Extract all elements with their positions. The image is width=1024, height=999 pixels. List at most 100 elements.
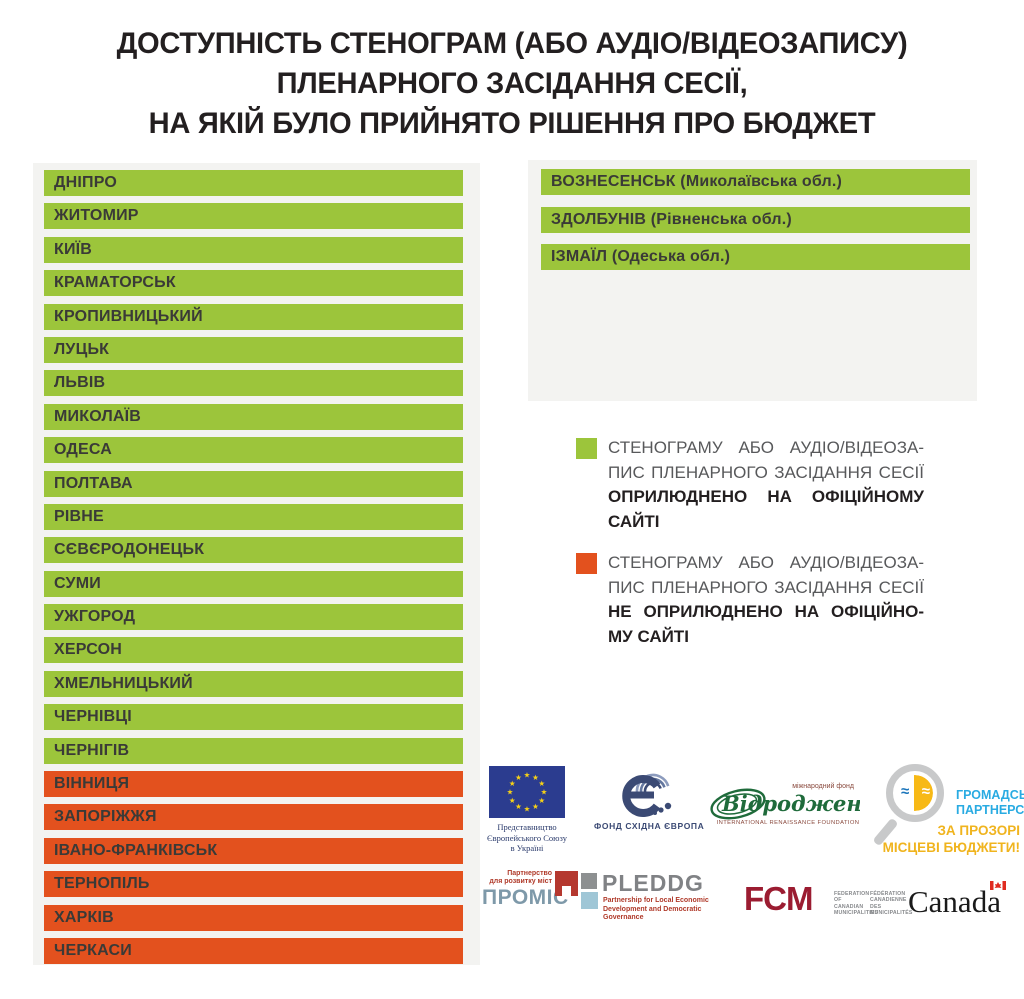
eu-flag-icon: ★ ★★ ★★★ ★★★ ★★★	[489, 766, 565, 818]
city-bar: ОДЕСА	[44, 437, 463, 464]
legend-swatch-not-published-icon	[576, 553, 597, 574]
promis-tagline: Партнерство для розвитку міст	[482, 870, 552, 886]
promis-name: ПРОМІС	[482, 886, 569, 909]
fcm-caption-fr: FÉDÉRATION CANADIENNE DES MUNICIPALITÉS	[870, 891, 913, 917]
budget-partnership-name-line: ПАРТНЕРСТВО	[956, 803, 1024, 817]
city-bar: ДНІПРО	[44, 170, 463, 196]
magnifier-icon: ≈ ≈	[886, 764, 944, 822]
svg-text:★: ★	[538, 779, 545, 788]
pleddg-name: PLEDDG	[602, 870, 704, 896]
oblast-centers-panel: ДНІПРО ЖИТОМИР КИЇВ КРАМАТОРСЬК КРОПИВНИ…	[33, 163, 480, 965]
city-bar: ІЗМАЇЛ (Одеська обл.)	[541, 244, 970, 270]
irf-name: Відродження	[721, 791, 860, 816]
pleddg-tagline: Partnership for Local Economic Developme…	[603, 897, 722, 923]
page-title-line: ПЛЕНАРНОГО ЗАСІДАННЯ СЕСІЇ,	[276, 67, 748, 100]
legend-swatch-published-icon	[576, 438, 597, 459]
legend-line: МУ САЙТІ	[608, 626, 689, 646]
promis-pleddg-logo: Партнерство для розвитку міст ПРОМІС PLE…	[482, 870, 722, 932]
east-europe-foundation-logo: ФОНД СХІДНА ЄВРОПА	[594, 760, 704, 831]
magnifier-lens-icon: ≈ ≈	[897, 775, 933, 811]
legend-line: ПИС ПЛЕНАРНОГО ЗАСІДАННЯ СЕСІЇ	[608, 462, 924, 482]
city-bar: ЛЬВІВ	[44, 370, 463, 397]
lens-white-symbol: ≈	[921, 783, 930, 800]
page-title-line: НА ЯКІЙ БУЛО ПРИЙНЯТО РІШЕННЯ ПРО БЮДЖЕТ	[148, 107, 876, 140]
additional-cities-panel: ВОЗНЕСЕНСЬК (Миколаївська обл.) ЗДОЛБУНІ…	[528, 160, 977, 401]
legend-text-published: СТЕНОГРАМУ АБО АУДІО/ВІДЕОЗА- ПИС ПЛЕНАР…	[608, 436, 924, 534]
legend-line: НЕ ОПРИЛЮДНЕНО НА ОФІЦІЙНО-	[608, 602, 924, 621]
svg-text:★: ★	[509, 796, 516, 805]
legend-text-not-published: СТЕНОГРАМУ АБО АУДІО/ВІДЕОЗА- ПИС ПЛЕНАР…	[608, 551, 924, 649]
city-bar: ХЕРСОН	[44, 637, 463, 664]
city-bar: ЧЕРНІВЦІ	[44, 704, 463, 731]
city-bar: ХАРКІВ	[44, 904, 463, 931]
fcm-logo: FCM FEDERATION OF CANADIAN MUNICIPALITIE…	[744, 880, 913, 924]
city-bar: КИЇВ	[44, 236, 463, 263]
fcm-caption-en-line: FEDERATION	[834, 891, 870, 897]
city-bar: СУМИ	[44, 570, 463, 597]
promis-blue-square-icon	[581, 892, 598, 909]
svg-text:★: ★	[509, 779, 516, 788]
city-bar: ЧЕРКАСИ	[44, 937, 463, 964]
city-bar: УЖГОРОД	[44, 604, 463, 631]
irf-bottom-caption: INTERNATIONAL RENAISSANCE FOUNDATION	[717, 820, 860, 826]
eu-caption-line: в Україні	[510, 843, 544, 853]
city-bar: ЗАПОРІЖЖЯ	[44, 804, 463, 831]
lens-blue-symbol: ≈	[901, 783, 910, 800]
city-bar: МИКОЛАЇВ	[44, 403, 463, 430]
svg-text:★: ★	[538, 796, 545, 805]
legend-line: ОПРИЛЮДНЕНО НА ОФІЦІЙНОМУ	[608, 487, 924, 506]
canada-wordmark-logo: Canada	[908, 881, 1018, 920]
svg-text:★: ★	[524, 771, 531, 780]
canada-wordmark: Canada	[908, 881, 1006, 920]
promis-building-notch-icon	[562, 886, 571, 896]
lens-yellow-half-icon	[914, 775, 933, 811]
budget-partnership-logo: ≈ ≈ ГРОМАДСЬКЕ ПАРТНЕРСТВО ЗА ПРОЗОРІ МІ…	[872, 760, 1024, 860]
legend-line: САЙТІ	[608, 511, 660, 531]
budget-partnership-name: ГРОМАДСЬКЕ ПАРТНЕРСТВО	[956, 788, 1024, 818]
east-europe-foundation-icon	[622, 773, 672, 817]
city-bar: КРАМАТОРСЬК	[44, 270, 463, 297]
fcm-caption-en-line: OF CANADIAN	[834, 897, 864, 910]
eu-caption: Представництво Європейського Союзу в Укр…	[478, 822, 576, 854]
fcm-caption-fr-line: FÉDÉRATION	[870, 891, 906, 897]
fcm-caption-fr-line: CANADIENNE DES	[870, 897, 907, 910]
budget-partnership-slogan-line: ЗА ПРОЗОРІ	[937, 823, 1020, 838]
legend: СТЕНОГРАМУ АБО АУДІО/ВІДЕОЗА- ПИС ПЛЕНАР…	[576, 436, 926, 666]
svg-text:★: ★	[532, 773, 539, 782]
city-bar: ХМЕЛЬНИЦЬКИЙ	[44, 670, 463, 697]
irf-swirl-inner-icon	[716, 793, 758, 815]
legend-entry-not-published: СТЕНОГРАМУ АБО АУДІО/ВІДЕОЗА- ПИС ПЛЕНАР…	[576, 551, 926, 649]
pleddg-tagline-line: Partnership for Local Economic	[603, 897, 709, 904]
legend-line: СТЕНОГРАМУ АБО АУДІО/ВІДЕОЗА-	[608, 438, 924, 457]
budget-partnership-name-line: ГРОМАДСЬКЕ	[956, 788, 1024, 802]
page-title: ДОСТУПНІСТЬ СТЕНОГРАМ (АБО АУДІО/ВІДЕОЗА…	[15, 24, 1008, 144]
legend-line: ПИС ПЛЕНАРНОГО ЗАСІДАННЯ СЕСІЇ	[608, 577, 924, 597]
legend-entry-published: СТЕНОГРАМУ АБО АУДІО/ВІДЕОЗА- ПИС ПЛЕНАР…	[576, 436, 926, 534]
city-bar: ЛУЦЬК	[44, 336, 463, 363]
fcm-caption-en: FEDERATION OF CANADIAN MUNICIPALITIES	[834, 891, 878, 917]
svg-text:★: ★	[532, 802, 539, 811]
promis-gray-square-icon	[581, 873, 597, 889]
fcm-name: FCM	[744, 880, 813, 917]
city-bar: СЄВЄРОДОНЕЦЬК	[44, 537, 463, 564]
svg-text:★: ★	[541, 788, 548, 797]
city-bar: ЖИТОМИР	[44, 203, 463, 230]
page-title-line: ДОСТУПНІСТЬ СТЕНОГРАМ (АБО АУДІО/ВІДЕОЗА…	[116, 27, 908, 60]
irf-swirl-icon	[710, 788, 766, 820]
svg-text:★: ★	[515, 773, 522, 782]
promis-red-square-icon	[555, 871, 578, 896]
fcm-caption-fr-line: MUNICIPALITÉS	[870, 910, 913, 917]
budget-partnership-slogan: ЗА ПРОЗОРІ МІСЦЕВІ БЮДЖЕТИ!	[878, 823, 1020, 856]
svg-text:★: ★	[515, 802, 522, 811]
legend-line: СТЕНОГРАМУ АБО АУДІО/ВІДЕОЗА-	[608, 553, 924, 572]
city-bar: ТЕРНОПІЛЬ	[44, 871, 463, 898]
city-bar: ЧЕРНІГІВ	[44, 737, 463, 764]
irf-top-caption: міжнародний фонд	[792, 782, 854, 790]
svg-text:★: ★	[507, 788, 514, 797]
budget-partnership-slogan-line: МІСЦЕВІ БЮДЖЕТИ!	[882, 839, 1020, 855]
eu-delegation-logo: ★ ★ ★ ★ ★ ★ ★ ★ ★ ★ ★ ★ Представництво Європейсь…	[478, 766, 576, 854]
svg-text:★: ★	[524, 805, 531, 814]
city-bar: РІВНЕ	[44, 503, 463, 530]
city-bar: ІВАНО-ФРАНКІВСЬК	[44, 837, 463, 864]
